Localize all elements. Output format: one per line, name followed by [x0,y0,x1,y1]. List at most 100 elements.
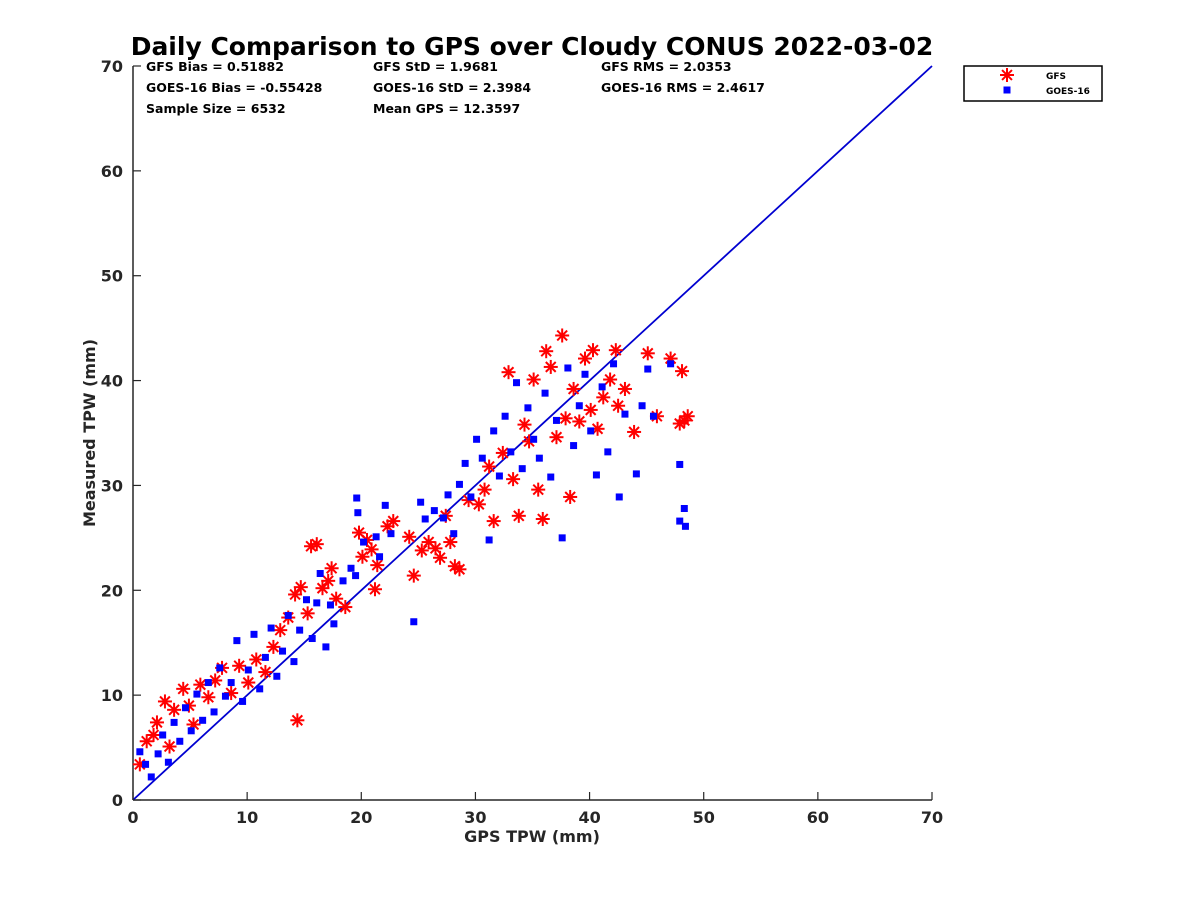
stat-goes16-rms: GOES-16 RMS = 2.4617 [601,80,765,95]
stat-gfs-bias: GFS Bias = 0.51882 [146,59,284,74]
gfs-point [386,514,401,529]
goes16-point [450,530,458,538]
gfs-point [443,535,458,550]
legend-goes16-label: GOES-16 [1046,87,1090,97]
goes16-point [221,692,229,700]
gfs-point [501,365,516,380]
gfs-point [208,673,223,688]
gfs-point [324,561,339,576]
gfs-point [315,581,330,596]
goes16-point [204,679,212,687]
gfs-point [640,346,655,361]
goes16-point [296,626,304,634]
goes16-series [136,360,689,781]
legend-gfs-symbol [1000,68,1014,82]
gfs-point [249,652,264,667]
goes16-point [330,620,338,628]
goes16-point [410,618,418,626]
goes16-point [478,454,486,462]
goes16-point [210,708,218,716]
goes16-point [676,517,684,525]
goes16-point [558,534,566,542]
gfs-point [558,411,573,426]
gfs-point [367,582,382,597]
gfs-point [232,658,247,673]
x-tick-label: 20 [350,808,372,827]
gfs-point [675,364,690,379]
goes16-point [216,664,224,672]
gfs-point [288,587,303,602]
goes16-point [518,465,526,473]
gfs-series [132,328,695,772]
gfs-point [370,558,385,573]
gfs-point [539,344,554,359]
goes16-point [547,473,555,481]
goes16-point [326,601,334,609]
goes16-point [176,737,184,745]
gfs-point [603,372,618,387]
gfs-point [309,537,324,552]
gfs-point [572,414,587,429]
goes16-point [541,389,549,397]
goes16-point [387,530,395,538]
y-tick-label: 30 [101,476,123,495]
stat-goes16-bias: GOES-16 Bias = -0.55428 [146,80,322,95]
goes16-point [644,365,652,373]
goes16-point [261,653,269,661]
gfs-point [566,381,581,396]
gfs-point [406,568,421,583]
gfs-point [300,606,315,621]
gfs-point [201,690,216,705]
x-tick-label: 0 [127,808,138,827]
goes16-point [302,596,310,604]
goes16-point [676,460,684,468]
gfs-point [157,694,172,709]
goes16-point [581,370,589,378]
ticks-layer: 0 10 20 30 40 50 60 70 0 10 20 30 40 50 60 70 [101,57,943,827]
goes16-point [187,727,195,735]
goes16-point [267,624,275,632]
y-tick-label: 10 [101,686,123,705]
gfs-point [617,381,632,396]
legend-box [963,65,1103,102]
gfs-point [167,702,182,717]
goes16-point [353,494,361,502]
stat-gfs-rms: GFS RMS = 2.0353 [601,59,732,74]
gfs-point [526,372,541,387]
gfs-point [583,402,598,417]
goes16-point [250,630,258,638]
gfs-point [608,343,623,358]
y-tick-label: 50 [101,267,123,286]
x-tick-label: 40 [578,808,600,827]
axes-frame [132,66,932,801]
legend-gfs-label: GFS [1046,72,1066,82]
y-tick-label: 70 [101,57,123,76]
one-to-one-line [132,65,933,801]
x-axis-label: GPS TPW (mm) [464,827,600,846]
goes16-point [244,666,252,674]
goes16-point [530,435,538,443]
goes16-point [552,416,560,424]
goes16-point [154,750,162,758]
gfs-point [611,398,626,413]
goes16-point [430,507,438,515]
goes16-point [182,704,190,712]
stat-goes16-std: GOES-16 StD = 2.3984 [373,80,531,95]
goes16-point [199,716,207,724]
gfs-point [531,482,546,497]
goes16-point [347,564,355,572]
goes16-point [535,454,543,462]
goes16-point [638,402,646,410]
goes16-point [490,427,498,435]
gfs-point [511,508,526,523]
goes16-point [381,501,389,509]
goes16-point [524,404,532,412]
goes16-point [284,611,292,619]
gfs-point [477,482,492,497]
gfs-point [146,727,161,742]
y-axis-label: Measured TPW (mm) [80,339,99,527]
goes16-point [136,748,144,756]
gfs-point [162,739,177,754]
goes16-point [439,514,447,522]
